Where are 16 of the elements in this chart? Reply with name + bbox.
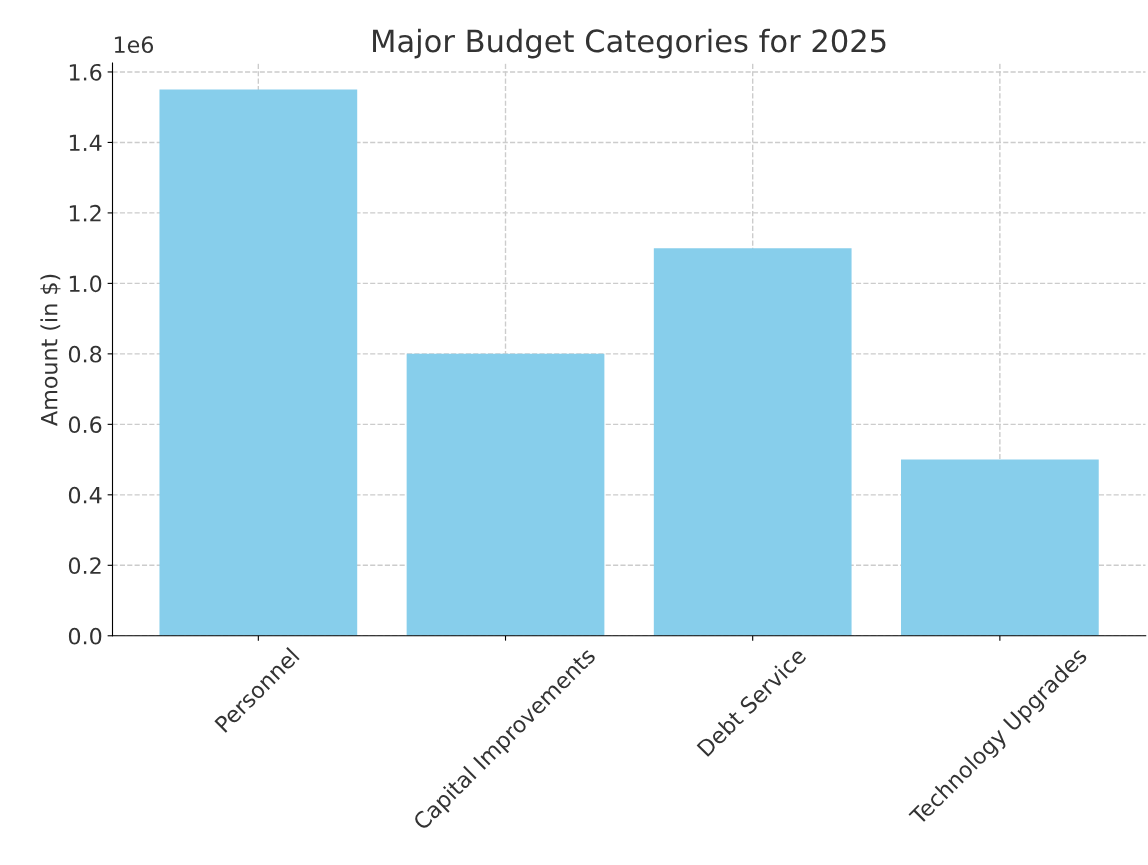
y-tick-label: 1.4	[69, 134, 102, 151]
y-tick-label: 1.2	[69, 204, 101, 222]
bar	[406, 353, 605, 636]
y-tick-label: 0.6	[68, 416, 102, 434]
y-tick-label: 0.8	[68, 345, 102, 363]
y-tick-label: 0.4	[68, 486, 102, 504]
chart-title: Major Budget Categories for 2025	[373, 28, 886, 59]
y-tick-label: 0.0	[68, 627, 102, 645]
y-tick-label: 1.6	[69, 63, 102, 81]
bar	[159, 89, 358, 636]
y-axis-title: Amount (in $)	[40, 274, 61, 426]
text: 1e6	[114, 36, 154, 54]
y-tick-label: 0.2	[68, 557, 101, 575]
y-tick-label: 1.0	[69, 275, 102, 293]
bar	[653, 248, 852, 636]
bar	[901, 459, 1099, 636]
